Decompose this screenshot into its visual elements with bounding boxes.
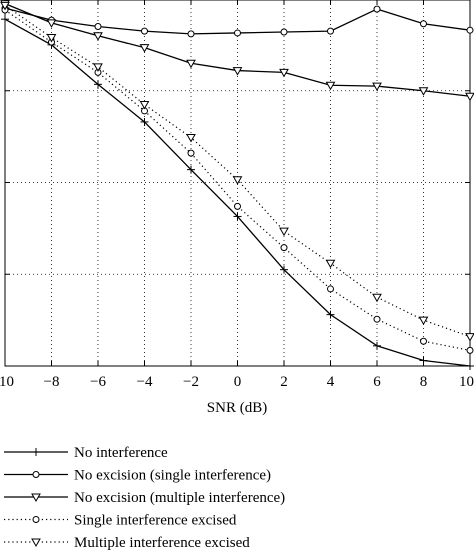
data-point	[372, 82, 382, 92]
legend-swatch-marker	[31, 493, 41, 503]
data-point	[418, 87, 429, 96]
data-point	[139, 44, 150, 53]
legend-swatch-marker	[32, 516, 40, 523]
x-tick-label: −8	[44, 374, 60, 390]
series-line	[4, 2, 471, 97]
data-point	[232, 176, 243, 185]
x-axis: 10 −8 −6 −4 −2 0 2 4 6 8 10	[0, 374, 474, 390]
data-point	[466, 362, 474, 370]
series-line	[4, 4, 471, 338]
legend-swatch-marker	[32, 471, 40, 478]
data-point	[325, 81, 336, 91]
x-tick-label: −4	[137, 374, 153, 390]
x-tick-label: 10	[0, 374, 14, 390]
data-point	[94, 80, 102, 89]
data-point	[234, 29, 241, 37]
data-point	[280, 265, 288, 274]
x-tick-label: 0	[234, 374, 242, 390]
data-point	[141, 27, 148, 35]
x-tick-label: 6	[373, 374, 381, 390]
data-point	[1, 15, 9, 24]
legend: No interference No excision (single inter…	[4, 445, 285, 551]
data-point	[420, 337, 427, 345]
data-point	[326, 310, 335, 319]
data-point	[465, 92, 474, 102]
data-point	[46, 34, 57, 43]
series-1	[1, 15, 474, 370]
data-point	[373, 315, 381, 323]
legend-label: Single interference excised	[74, 513, 237, 529]
data-point	[46, 19, 57, 28]
x-tick-label: 2	[280, 374, 288, 390]
x-tick-label: 8	[420, 374, 428, 390]
legend-label: No excision (single interference)	[74, 468, 271, 484]
data-point	[327, 285, 334, 293]
data-point	[465, 333, 474, 342]
data-point	[420, 20, 427, 28]
data-point	[466, 346, 474, 354]
data-point	[466, 26, 474, 34]
legend-entry: Multiple interference excised	[4, 535, 250, 551]
data-point	[0, 1, 10, 11]
x-tick-label: −6	[90, 374, 106, 390]
series-3	[0, 0, 474, 102]
data-point	[280, 244, 288, 252]
plot-area	[0, 0, 474, 370]
data-point	[279, 227, 289, 237]
legend-label: No excision (multiple interference)	[74, 490, 285, 506]
x-axis-label: SNR (dB)	[207, 400, 267, 416]
data-point	[327, 27, 334, 35]
data-point	[139, 101, 150, 110]
legend-label: No interference	[74, 445, 168, 461]
legend-entry: No interference	[4, 445, 168, 461]
data-point	[187, 165, 195, 174]
legend-entry: No excision (single interference)	[4, 468, 271, 484]
legend-swatch-marker	[32, 448, 40, 456]
x-tick-label: 4	[327, 374, 335, 390]
data-point	[186, 134, 196, 143]
series-5	[0, 1, 474, 342]
legend-swatch-marker	[31, 538, 41, 548]
data-point	[279, 68, 289, 78]
data-point	[140, 117, 149, 126]
data-point	[325, 259, 336, 269]
data-point	[93, 32, 103, 41]
data-point	[373, 341, 381, 350]
data-point	[232, 67, 243, 76]
data-point	[93, 63, 103, 72]
data-point	[94, 23, 102, 31]
data-point	[372, 293, 382, 303]
data-point	[187, 149, 195, 157]
data-point	[418, 316, 429, 326]
x-tick-label: −2	[183, 374, 199, 390]
data-point	[373, 5, 381, 13]
series-line	[4, 9, 471, 351]
series-2	[1, 4, 474, 38]
data-point	[419, 356, 428, 365]
x-tick-label: 10	[459, 374, 474, 390]
legend-entry: Single interference excised	[4, 513, 237, 529]
legend-entry: No excision (multiple interference)	[4, 490, 285, 506]
data-point	[280, 28, 288, 36]
data-point	[186, 59, 196, 69]
data-point	[233, 212, 242, 221]
data-point	[234, 202, 241, 210]
legend-label: Multiple interference excised	[74, 535, 250, 551]
data-point	[187, 30, 195, 38]
